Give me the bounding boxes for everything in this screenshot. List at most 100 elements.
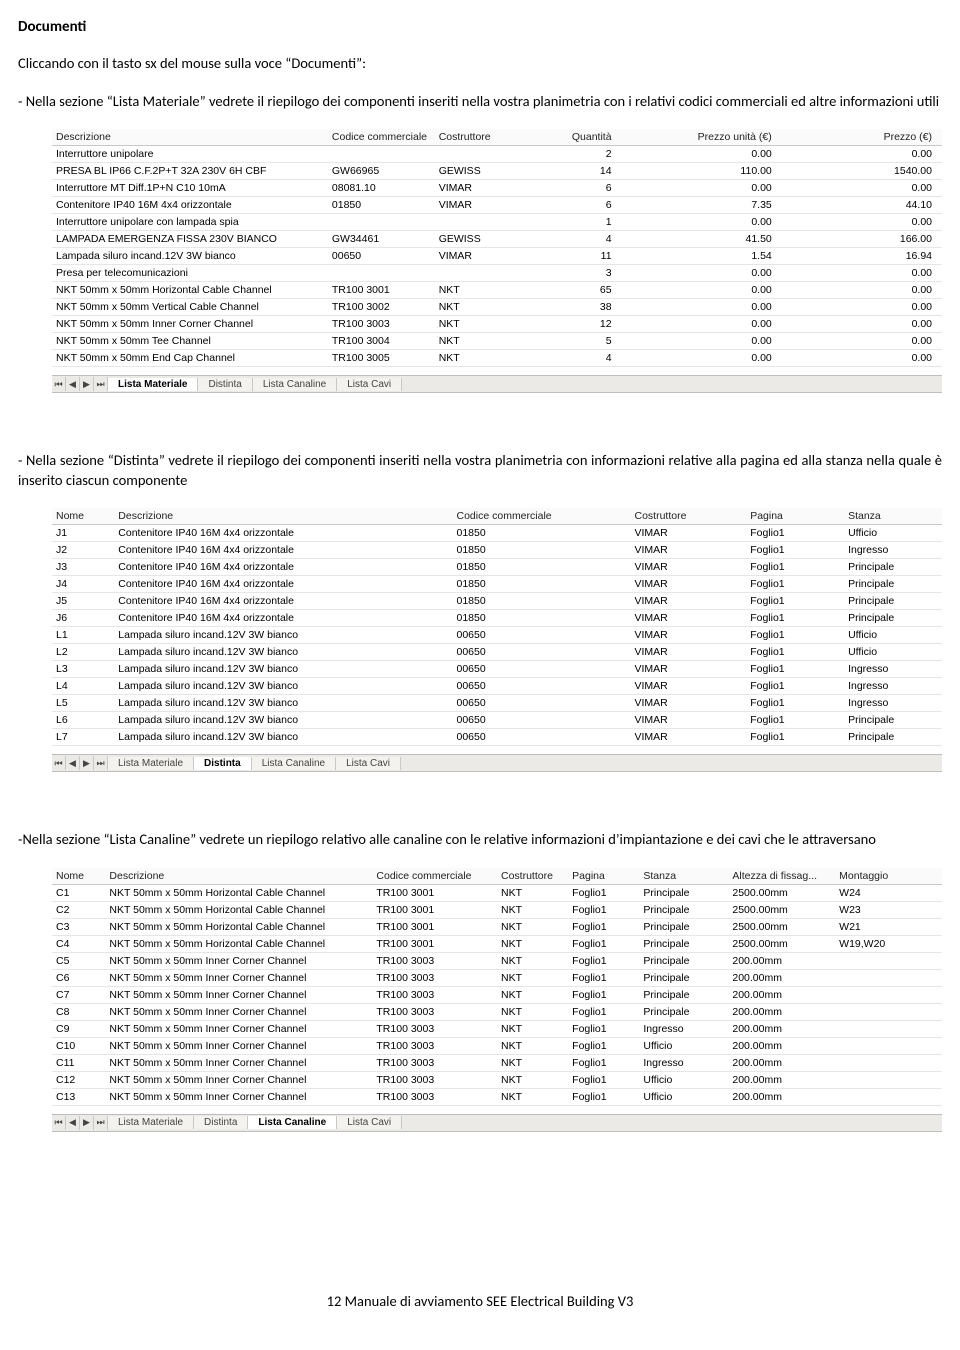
- table-row[interactable]: NKT 50mm x 50mm Inner Corner ChannelTR10…: [52, 316, 942, 333]
- column-header[interactable]: Descrizione: [114, 508, 452, 525]
- cell: 01850: [328, 197, 435, 214]
- table-row[interactable]: NKT 50mm x 50mm Vertical Cable ChannelTR…: [52, 299, 942, 316]
- table-row[interactable]: C10NKT 50mm x 50mm Inner Corner ChannelT…: [52, 1037, 942, 1054]
- tab-nav-button[interactable]: ◀: [66, 377, 80, 391]
- table-row[interactable]: J1Contenitore IP40 16M 4x4 orizzontale01…: [52, 525, 942, 542]
- table-row[interactable]: C12NKT 50mm x 50mm Inner Corner ChannelT…: [52, 1071, 942, 1088]
- column-header[interactable]: Costruttore: [631, 508, 747, 525]
- column-header[interactable]: Costruttore: [497, 868, 568, 885]
- table-row[interactable]: Contenitore IP40 16M 4x4 orizzontale0185…: [52, 197, 942, 214]
- table-row[interactable]: NKT 50mm x 50mm End Cap ChannelTR100 300…: [52, 350, 942, 367]
- sheet-tab[interactable]: Lista Cavi: [337, 378, 402, 391]
- column-header[interactable]: Quantità: [524, 129, 622, 146]
- tab-nav-button[interactable]: ⏭: [94, 1116, 108, 1130]
- sheet-tab[interactable]: Lista Materiale: [108, 378, 198, 391]
- table-row[interactable]: C1NKT 50mm x 50mm Horizontal Cable Chann…: [52, 884, 942, 901]
- tab-nav-button[interactable]: ▶: [80, 377, 94, 391]
- column-header[interactable]: Codice commerciale: [372, 868, 497, 885]
- column-header[interactable]: Stanza: [639, 868, 728, 885]
- sheet-tab[interactable]: Distinta: [198, 378, 252, 391]
- tab-nav-button[interactable]: ◀: [66, 1116, 80, 1130]
- cell: Foglio1: [746, 644, 844, 661]
- sheet-tab[interactable]: Distinta: [194, 1116, 248, 1129]
- column-header[interactable]: Montaggio: [835, 868, 942, 885]
- cell: W21: [835, 918, 942, 935]
- table-row[interactable]: C2NKT 50mm x 50mm Horizontal Cable Chann…: [52, 901, 942, 918]
- sheet-tab[interactable]: Lista Materiale: [108, 757, 194, 770]
- table-row[interactable]: J4Contenitore IP40 16M 4x4 orizzontale01…: [52, 576, 942, 593]
- tab-nav-button[interactable]: ⏭: [94, 756, 108, 770]
- cell: Foglio1: [746, 559, 844, 576]
- column-header[interactable]: Costruttore: [435, 129, 524, 146]
- table-row[interactable]: J3Contenitore IP40 16M 4x4 orizzontale01…: [52, 559, 942, 576]
- column-header[interactable]: Stanza: [844, 508, 942, 525]
- tab-nav-button[interactable]: ⏭: [94, 377, 108, 391]
- cell: VIMAR: [631, 695, 747, 712]
- column-header[interactable]: Prezzo (€): [782, 129, 942, 146]
- column-header[interactable]: Prezzo unità (€): [622, 129, 782, 146]
- table-row[interactable]: NKT 50mm x 50mm Horizontal Cable Channel…: [52, 282, 942, 299]
- table-row[interactable]: L4Lampada siluro incand.12V 3W bianco006…: [52, 678, 942, 695]
- table-row[interactable]: L5Lampada siluro incand.12V 3W bianco006…: [52, 695, 942, 712]
- table-row[interactable]: Presa per telecomunicazioni30.000.00: [52, 265, 942, 282]
- cell: C2: [52, 901, 105, 918]
- column-header[interactable]: Descrizione: [52, 129, 328, 146]
- column-header[interactable]: Pagina: [746, 508, 844, 525]
- tab-nav-button[interactable]: ▶: [80, 756, 94, 770]
- column-header[interactable]: Codice commerciale: [328, 129, 435, 146]
- table-row[interactable]: L1Lampada siluro incand.12V 3W bianco006…: [52, 627, 942, 644]
- table-row[interactable]: Lampada siluro incand.12V 3W bianco00650…: [52, 248, 942, 265]
- column-header[interactable]: Altezza di fissag...: [728, 868, 835, 885]
- cell: TR100 3001: [372, 901, 497, 918]
- cell: Principale: [639, 918, 728, 935]
- column-header[interactable]: Nome: [52, 868, 105, 885]
- sheet-tab[interactable]: Lista Cavi: [336, 757, 401, 770]
- section-text-lista-materiale: - Nella sezione “Lista Materiale” vedret…: [18, 92, 942, 112]
- table-row[interactable]: LAMPADA EMERGENZA FISSA 230V BIANCOGW344…: [52, 231, 942, 248]
- cell: NKT: [497, 969, 568, 986]
- sheet-tab[interactable]: Lista Canaline: [253, 378, 337, 391]
- table-row[interactable]: C8NKT 50mm x 50mm Inner Corner ChannelTR…: [52, 1003, 942, 1020]
- cell: Principale: [639, 986, 728, 1003]
- table-row[interactable]: J6Contenitore IP40 16M 4x4 orizzontale01…: [52, 610, 942, 627]
- table-row[interactable]: Interruttore unipolare con lampada spia1…: [52, 214, 942, 231]
- sheet-tab[interactable]: Lista Canaline: [248, 1116, 337, 1129]
- sheet-tab[interactable]: Lista Cavi: [337, 1116, 402, 1129]
- column-header[interactable]: Descrizione: [105, 868, 372, 885]
- table-row[interactable]: C4NKT 50mm x 50mm Horizontal Cable Chann…: [52, 935, 942, 952]
- table-row[interactable]: PRESA BL IP66 C.F.2P+T 32A 230V 6H CBFGW…: [52, 163, 942, 180]
- table-row[interactable]: C9NKT 50mm x 50mm Inner Corner ChannelTR…: [52, 1020, 942, 1037]
- table-row[interactable]: C13NKT 50mm x 50mm Inner Corner ChannelT…: [52, 1088, 942, 1105]
- table-row[interactable]: C3NKT 50mm x 50mm Horizontal Cable Chann…: [52, 918, 942, 935]
- table-row[interactable]: C7NKT 50mm x 50mm Inner Corner ChannelTR…: [52, 986, 942, 1003]
- table-row[interactable]: C6NKT 50mm x 50mm Inner Corner ChannelTR…: [52, 969, 942, 986]
- sheet-tab[interactable]: Lista Materiale: [108, 1116, 194, 1129]
- table-row[interactable]: Interruttore unipolare20.000.00: [52, 146, 942, 163]
- cell: 0.00: [782, 299, 942, 316]
- column-header[interactable]: Nome: [52, 508, 114, 525]
- cell: [835, 1054, 942, 1071]
- cell: Contenitore IP40 16M 4x4 orizzontale: [52, 197, 328, 214]
- table-row[interactable]: J5Contenitore IP40 16M 4x4 orizzontale01…: [52, 593, 942, 610]
- tab-nav-button[interactable]: ◀: [66, 756, 80, 770]
- table-row[interactable]: L6Lampada siluro incand.12V 3W bianco006…: [52, 712, 942, 729]
- tab-nav-button[interactable]: ▶: [80, 1116, 94, 1130]
- column-header[interactable]: Codice commerciale: [453, 508, 631, 525]
- cell: NKT: [435, 333, 524, 350]
- tab-nav-button[interactable]: ⏮: [52, 1116, 66, 1130]
- table-row[interactable]: C11NKT 50mm x 50mm Inner Corner ChannelT…: [52, 1054, 942, 1071]
- table-row[interactable]: L7Lampada siluro incand.12V 3W bianco006…: [52, 729, 942, 746]
- table-row[interactable]: L3Lampada siluro incand.12V 3W bianco006…: [52, 661, 942, 678]
- table-row[interactable]: C5NKT 50mm x 50mm Inner Corner ChannelTR…: [52, 952, 942, 969]
- cell: J5: [52, 593, 114, 610]
- table-row[interactable]: NKT 50mm x 50mm Tee ChannelTR100 3004NKT…: [52, 333, 942, 350]
- column-header[interactable]: Pagina: [568, 868, 639, 885]
- table-row[interactable]: J2Contenitore IP40 16M 4x4 orizzontale01…: [52, 542, 942, 559]
- table-row[interactable]: Interruttore MT Diff.1P+N C10 10mA08081.…: [52, 180, 942, 197]
- table-row[interactable]: L2Lampada siluro incand.12V 3W bianco006…: [52, 644, 942, 661]
- sheet-tab[interactable]: Lista Canaline: [252, 757, 336, 770]
- cell: TR100 3003: [372, 1003, 497, 1020]
- tab-nav-button[interactable]: ⏮: [52, 377, 66, 391]
- sheet-tab[interactable]: Distinta: [194, 757, 252, 770]
- tab-nav-button[interactable]: ⏮: [52, 756, 66, 770]
